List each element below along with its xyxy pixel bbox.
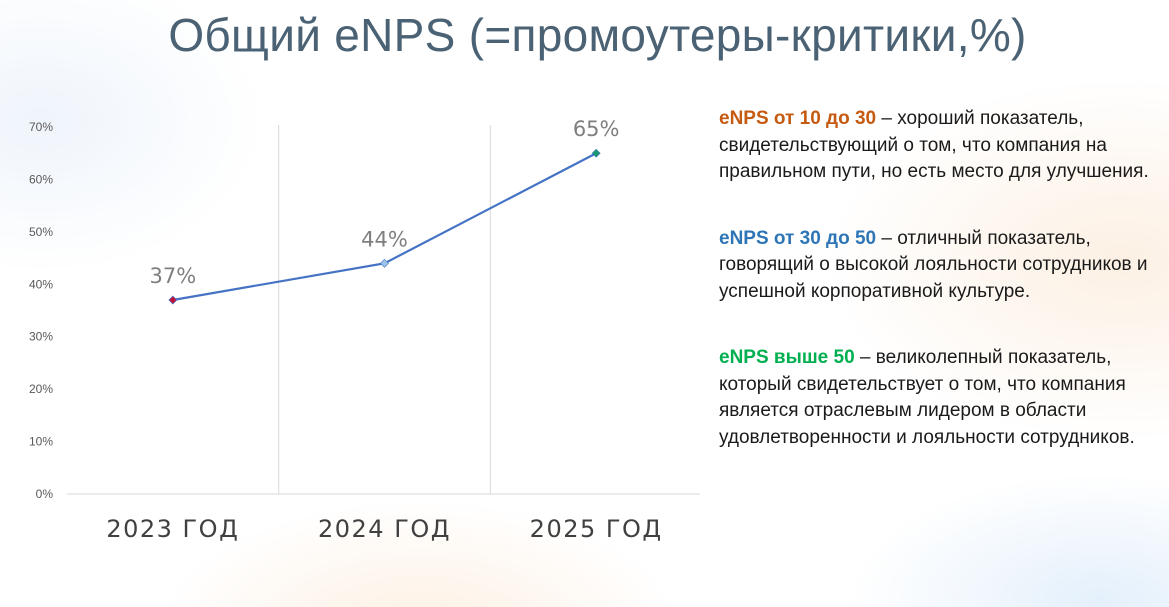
x-category-label: 2023 ГОД [106,515,239,543]
note-outstanding-text: – великолепный показатель, который свиде… [719,347,1135,448]
data-point-marker [168,295,178,305]
note-excellent-text: – отличный показатель, говорящий о высок… [719,227,1148,302]
notes-panel: eNPS от 10 до 30 – хороший показатель, с… [719,106,1159,491]
y-tick-label: 50% [29,225,53,239]
data-point-marker [591,148,601,158]
y-tick-label: 10% [29,435,53,449]
data-point-marker [380,258,389,268]
x-category-label: 2024 ГОД [318,515,451,543]
y-tick-label: 20% [29,382,53,396]
note-good-highlight: eNPS от 10 до 30 [719,108,877,129]
y-tick-label: 40% [29,277,53,291]
enps-line-chart: 0% 10% 20% 30% 40% 50% 60% 70% 2023 ГОД 2024 ГОД 2… [29,117,700,543]
label-layer: 37% 44% 65% [149,117,619,288]
y-tick-label: 30% [29,330,53,344]
axis-layer: 0% 10% 20% 30% 40% 50% 60% 70% 2023 ГОД 2024 ГОД 2… [29,120,700,543]
y-tick-label: 0% [36,487,54,501]
y-tick-label: 60% [29,172,53,186]
page-title: Общий eNPS (=промоутеры-критики,%) [168,9,1027,61]
data-label: 37% [149,264,196,288]
y-tick-label: 70% [29,120,53,134]
data-label: 65% [573,117,620,141]
note-outstanding: eNPS выше 50 – великолепный показатель, … [719,345,1159,451]
note-excellent-highlight: eNPS от 30 до 50 [719,227,877,249]
data-label: 44% [361,227,408,251]
note-good-text: – хороший показатель, свидетельствующий … [719,108,1149,182]
series-layer [168,148,601,305]
note-excellent: eNPS от 30 до 50 – отличный показатель, … [719,226,1159,306]
note-good: eNPS от 10 до 30 – хороший показатель, с… [719,106,1159,186]
note-outstanding-highlight: eNPS выше 50 [719,347,855,368]
x-category-label: 2025 ГОД [530,515,663,543]
